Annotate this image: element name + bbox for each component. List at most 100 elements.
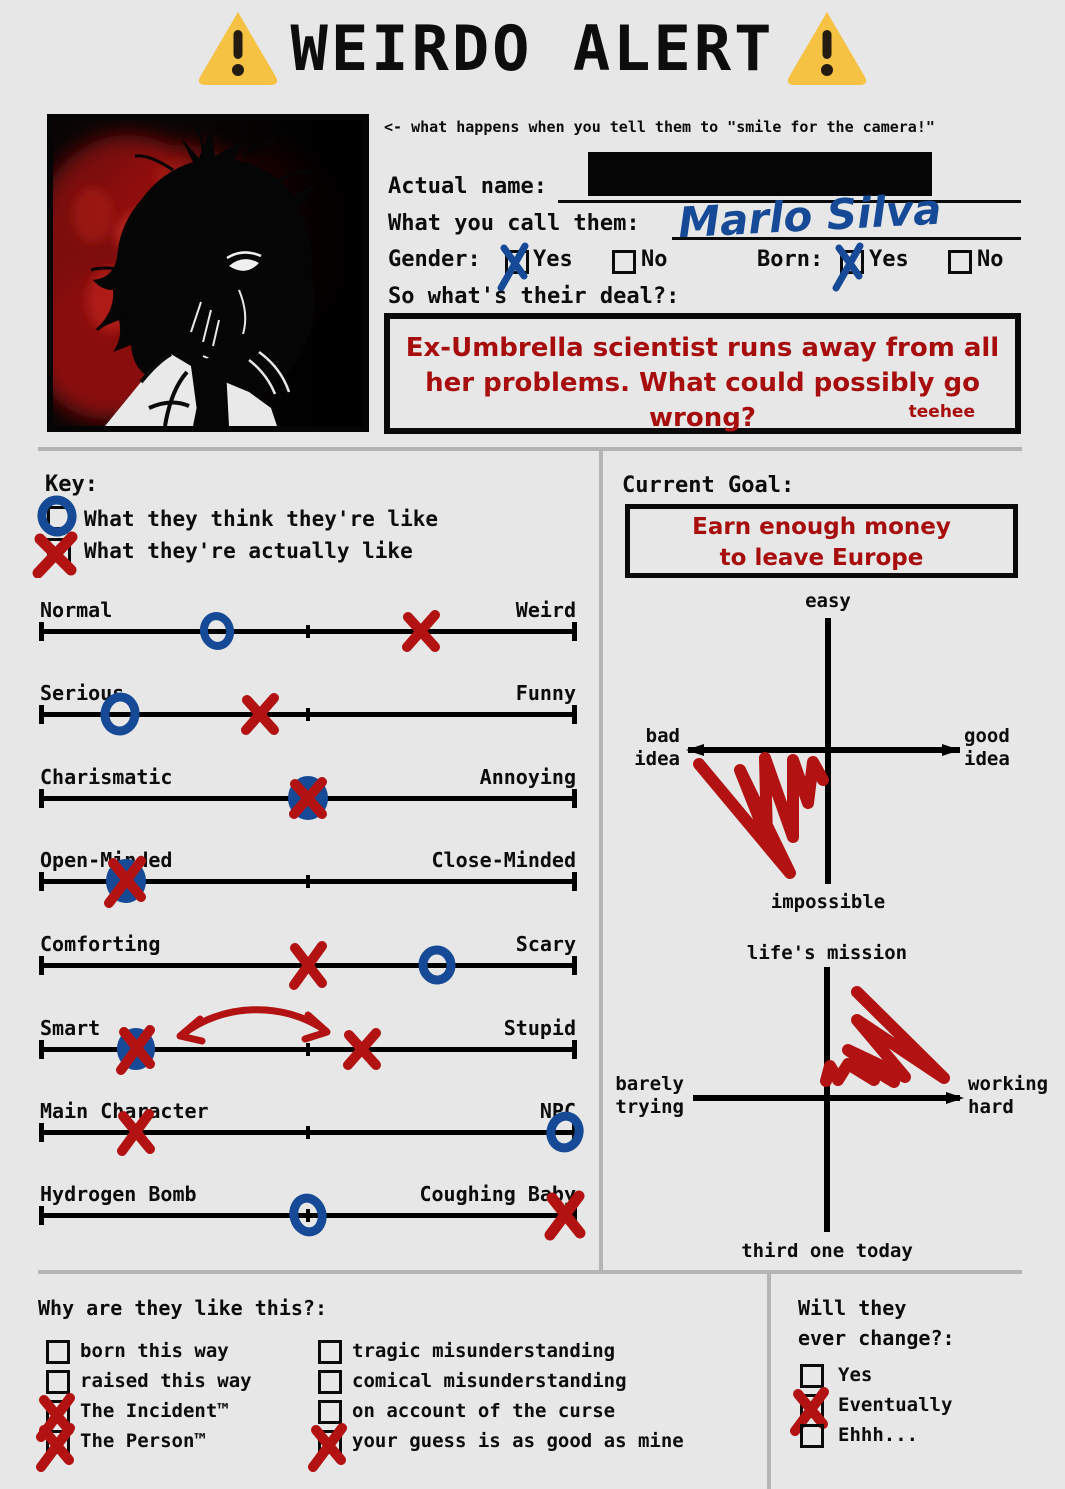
- checkbox-label: raised this way: [80, 1370, 252, 1392]
- quadrant-chart-effort: life's mission third one today barely tr…: [600, 940, 1065, 1270]
- gender-no-checkbox[interactable]: [612, 250, 636, 274]
- slider-left-label: Normal: [40, 598, 113, 622]
- divider-vertical-middle: [599, 451, 603, 1270]
- slider-open-close-minded: Open-Minded Close-Minded: [39, 848, 577, 908]
- actual-x-mark: [116, 1025, 156, 1075]
- slider-charismatic-annoying: Charismatic Annoying: [39, 765, 577, 820]
- axis-left-label: barely trying: [615, 1073, 684, 1118]
- change-label-line1: Will they: [798, 1296, 907, 1320]
- born-no-checkbox[interactable]: [948, 250, 972, 274]
- gender-yes-label: Yes: [533, 247, 573, 272]
- actual-x-mark: [117, 1109, 156, 1156]
- slider-left-label: Hydrogen Bomb: [40, 1182, 197, 1206]
- slider-track[interactable]: [39, 941, 577, 990]
- gender-yes-checkbox[interactable]: [505, 250, 529, 274]
- deal-text-line2: her problems. What could possibly go wro…: [425, 368, 980, 433]
- checkbox-tragic-misunderstanding[interactable]: [318, 1340, 342, 1364]
- checkbox-born-this-way[interactable]: [46, 1340, 70, 1364]
- think-circle-mark: [100, 692, 140, 736]
- deal-text-line1: Ex-Umbrella scientist runs away from all: [405, 333, 1000, 363]
- checkbox-label: your guess is as good as mine: [352, 1430, 684, 1452]
- axis-bottom-label: third one today: [741, 1240, 913, 1262]
- slider-track[interactable]: [39, 776, 577, 820]
- slider-right-label: Scary: [515, 932, 576, 956]
- deal-label: So what's their deal?:: [388, 284, 680, 309]
- born-yes-label: Yes: [869, 247, 909, 272]
- born-yes-checkbox[interactable]: [840, 250, 864, 274]
- photo-caption: <- what happens when you tell them to "s…: [384, 118, 935, 136]
- slider-track[interactable]: [39, 1006, 577, 1075]
- gender-no-label: No: [641, 247, 668, 272]
- key-actual-checkbox: [47, 538, 71, 562]
- quadrant-axes-and-scribble: [693, 967, 964, 1232]
- checkbox-raised-this-way[interactable]: [46, 1370, 70, 1394]
- slider-track[interactable]: [39, 1190, 586, 1241]
- axis-top-label: easy: [805, 590, 851, 612]
- slider-track[interactable]: [39, 856, 577, 908]
- divider-horizontal-top: [38, 447, 1022, 451]
- slider-smart-stupid: Smart Stupid: [39, 1006, 577, 1075]
- checkbox-label: tragic misunderstanding: [352, 1340, 616, 1362]
- slider-hydrogenbomb-coughingbaby: Hydrogen Bomb Coughing Baby: [39, 1182, 586, 1241]
- axis-left-label: bad idea: [634, 725, 680, 770]
- slider-maincharacter-npc: Main Character NPC: [39, 1099, 584, 1156]
- checkbox-comical-misunderstanding[interactable]: [318, 1370, 342, 1394]
- slider-left-label: Charismatic: [40, 765, 173, 789]
- axis-bottom-label: impossible: [770, 891, 886, 913]
- handwritten-name: Marlo Silva: [677, 185, 943, 246]
- deal-box: Ex-Umbrella scientist runs away from all…: [384, 313, 1021, 434]
- key-think-label: What they think they're like: [84, 507, 439, 531]
- quadrant-chart-idea: easy impossible bad idea good idea: [620, 588, 1040, 920]
- actual-x-mark: [240, 693, 279, 735]
- redaction-bar: [588, 152, 932, 196]
- checkbox-label: born this way: [80, 1340, 229, 1362]
- slider-right-label: Annoying: [479, 765, 576, 789]
- axis-right-label: working hard: [968, 1073, 1049, 1118]
- actual-x-mark: [544, 1190, 586, 1241]
- slider-left-label: Smart: [40, 1016, 101, 1040]
- slider-track[interactable]: [39, 610, 577, 652]
- gender-label: Gender:: [388, 247, 481, 272]
- checkbox-the-person[interactable]: [46, 1430, 70, 1454]
- deal-footnote: teehee: [908, 402, 975, 422]
- actual-name-field[interactable]: [558, 200, 1021, 203]
- slider-left-label: Comforting: [40, 932, 161, 956]
- checkbox-label: The Person™: [80, 1430, 206, 1452]
- checkbox-change-ehhh[interactable]: [800, 1424, 824, 1448]
- slider-right-label: Funny: [515, 681, 576, 705]
- think-circle-mark: [546, 1111, 584, 1153]
- quadrant-axes-and-scribble: [686, 618, 960, 884]
- call-them-label: What you call them:: [388, 211, 640, 236]
- actual-name-label: Actual name:: [388, 174, 547, 199]
- checkbox-the-incident[interactable]: [46, 1400, 70, 1424]
- slider-right-label: Stupid: [503, 1016, 576, 1040]
- checkbox-curse[interactable]: [318, 1400, 342, 1424]
- call-them-field[interactable]: [672, 237, 1021, 240]
- profile-artwork: [28, 114, 369, 432]
- goal-line1: Earn enough money: [692, 514, 951, 540]
- checkbox-label: on account of the curse: [352, 1400, 616, 1422]
- checkbox-change-eventually[interactable]: [800, 1394, 824, 1418]
- slider-track[interactable]: [39, 692, 577, 736]
- checkbox-change-yes[interactable]: [800, 1364, 824, 1388]
- axis-right-label: good idea: [964, 725, 1010, 770]
- warning-triangle-icon: [784, 8, 870, 88]
- why-label: Why are they like this?:: [38, 1296, 327, 1320]
- warning-triangle-icon: [195, 8, 281, 88]
- actual-x-mark-secondary: [342, 1028, 381, 1070]
- actual-x-mark: [289, 777, 327, 819]
- key-label: Key:: [45, 472, 98, 497]
- checkbox-label: Yes: [838, 1364, 873, 1386]
- slider-serious-funny: Serious Funny: [39, 681, 577, 736]
- checkbox-your-guess[interactable]: [318, 1430, 342, 1454]
- slider-comforting-scary: Comforting Scary: [39, 932, 577, 990]
- slider-track[interactable]: [39, 1109, 584, 1156]
- born-no-label: No: [977, 247, 1004, 272]
- divider-horizontal-bottom: [38, 1270, 1022, 1274]
- checkbox-label: Eventually: [838, 1394, 953, 1416]
- key-actual-label: What they're actually like: [84, 539, 413, 563]
- divider-vertical-bottom: [767, 1274, 771, 1489]
- slider-right-label: Weird: [515, 598, 576, 622]
- actual-x-mark: [289, 941, 327, 990]
- current-goal-box: Earn enough money to leave Europe: [625, 504, 1018, 578]
